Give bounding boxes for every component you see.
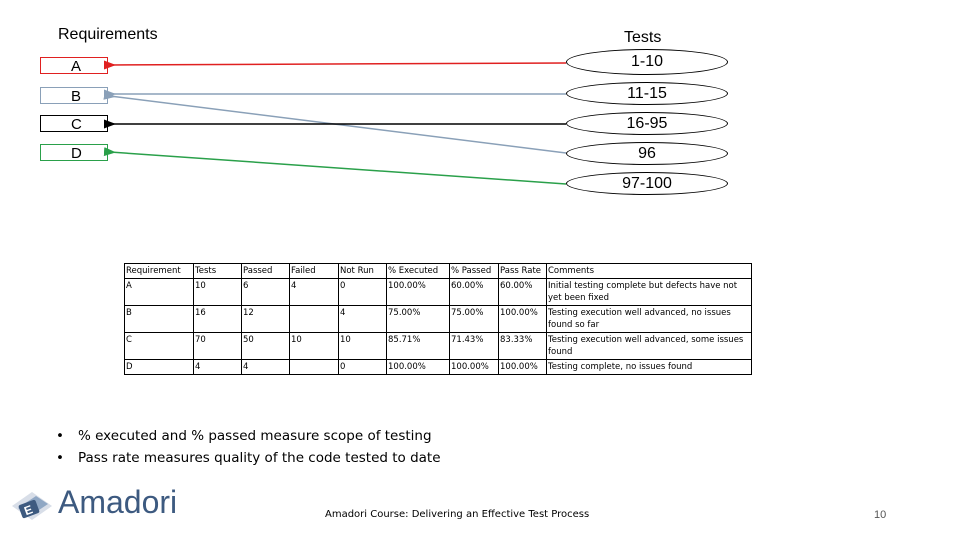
table-cell: 10: [338, 332, 387, 360]
table-cell: 60.00%: [449, 278, 499, 306]
table-cell: Testing execution well advanced, some is…: [546, 332, 752, 360]
table-row: B 16 12 4 75.00% 75.00% 100.00% Testing …: [124, 305, 752, 333]
bullet-icon: •: [56, 450, 64, 466]
test-range-96: 96: [566, 142, 728, 165]
table-cell: 4: [338, 305, 387, 333]
test-range-16-95: 16-95: [566, 112, 728, 135]
table-cell: C: [124, 332, 194, 360]
header-pct-executed: % Executed: [386, 263, 450, 279]
requirements-title: Requirements: [58, 26, 158, 43]
table-cell: Testing complete, no issues found: [546, 359, 752, 375]
bullet-icon: •: [56, 428, 64, 444]
bullet-text: Pass rate measures quality of the code t…: [78, 450, 441, 466]
table-cell: B: [124, 305, 194, 333]
table-cell: 6: [241, 278, 290, 306]
bullet-text: % executed and % passed measure scope of…: [78, 428, 432, 444]
table-row: D 4 4 0 100.00% 100.00% 100.00% Testing …: [124, 359, 752, 375]
table-cell: 4: [289, 278, 339, 306]
table-cell: 12: [241, 305, 290, 333]
requirement-b-box: B: [40, 87, 108, 105]
bullet-item: • Pass rate measures quality of the code …: [56, 447, 441, 469]
header-comments: Comments: [546, 263, 752, 279]
results-table: Requirement Tests Passed Failed Not Run …: [124, 263, 752, 375]
footer-text: Amadori Course: Delivering an Effective …: [325, 509, 590, 520]
page-number: 10: [874, 509, 887, 521]
table-cell: 75.00%: [449, 305, 499, 333]
bullet-item: • % executed and % passed measure scope o…: [56, 425, 441, 447]
table-cell: 0: [338, 359, 387, 375]
test-range-1-10: 1-10: [566, 49, 728, 75]
table-cell: 60.00%: [498, 278, 547, 306]
table-cell: 10: [193, 278, 242, 306]
table-cell: 4: [241, 359, 290, 375]
table-cell: 100.00%: [386, 278, 450, 306]
table-cell: Initial testing complete but defects hav…: [546, 278, 752, 306]
brand-name: Amadori: [58, 484, 178, 520]
header-tests: Tests: [193, 263, 242, 279]
table-cell: 75.00%: [386, 305, 450, 333]
table-cell: [289, 305, 339, 333]
arrow-d-tests-97-100: [103, 147, 567, 185]
bullet-list: • % executed and % passed measure scope o…: [56, 425, 441, 469]
header-requirement: Requirement: [124, 263, 194, 279]
table-cell: 100.00%: [386, 359, 450, 375]
table-cell: 70: [193, 332, 242, 360]
table-cell: 100.00%: [449, 359, 499, 375]
table-cell: 10: [289, 332, 339, 360]
header-passed: Passed: [241, 263, 290, 279]
table-cell: 100.00%: [498, 359, 547, 375]
table-cell: Testing execution well advanced, no issu…: [546, 305, 752, 333]
header-failed: Failed: [289, 263, 339, 279]
table-cell: 71.43%: [449, 332, 499, 360]
tests-title: Tests: [624, 29, 662, 46]
table-cell: D: [124, 359, 194, 375]
table-row: A 10 6 4 0 100.00% 60.00% 60.00% Initial…: [124, 278, 752, 306]
header-pct-passed: % Passed: [449, 263, 499, 279]
requirement-a-box: A: [40, 57, 108, 75]
table-cell: A: [124, 278, 194, 306]
table-header-row: Requirement Tests Passed Failed Not Run …: [124, 263, 752, 279]
requirement-c-box: C: [40, 115, 108, 133]
table-cell: [289, 359, 339, 375]
test-range-97-100: 97-100: [566, 172, 728, 195]
table-cell: 16: [193, 305, 242, 333]
test-range-11-15: 11-15: [566, 82, 728, 105]
table-cell: 0: [338, 278, 387, 306]
table-cell: 100.00%: [498, 305, 547, 333]
amadori-logo-icon: E: [12, 492, 52, 520]
table-cell: 83.33%: [498, 332, 547, 360]
table-cell: 4: [193, 359, 242, 375]
arrow-a-tests-1-10: [103, 60, 567, 70]
table-row: C 70 50 10 10 85.71% 71.43% 83.33% Testi…: [124, 332, 752, 360]
header-pass-rate: Pass Rate: [498, 263, 547, 279]
table-cell: 85.71%: [386, 332, 450, 360]
header-not-run: Not Run: [338, 263, 387, 279]
table-cell: 50: [241, 332, 290, 360]
